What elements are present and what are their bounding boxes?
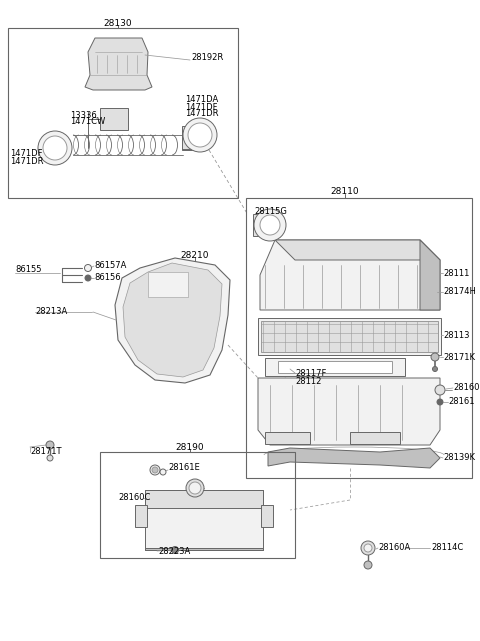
Bar: [278, 361, 392, 373]
Polygon shape: [85, 38, 152, 90]
Circle shape: [432, 367, 437, 372]
Text: 28160A: 28160A: [378, 544, 410, 553]
Circle shape: [260, 215, 280, 235]
Bar: [258, 318, 441, 355]
Text: 28117F: 28117F: [295, 369, 326, 378]
Bar: [182, 126, 197, 150]
Text: 28113: 28113: [443, 331, 469, 340]
Bar: [145, 490, 263, 508]
Bar: [135, 505, 147, 527]
Circle shape: [150, 465, 160, 475]
Polygon shape: [268, 448, 440, 468]
Text: 28210: 28210: [181, 251, 209, 260]
Circle shape: [361, 541, 375, 555]
Text: 28161E: 28161E: [168, 463, 200, 472]
Text: 28192R: 28192R: [191, 53, 223, 63]
Polygon shape: [123, 263, 222, 377]
Bar: [261, 321, 438, 352]
Bar: [100, 108, 128, 130]
Text: 1471DA: 1471DA: [185, 96, 218, 104]
Circle shape: [364, 544, 372, 552]
Circle shape: [152, 467, 158, 473]
Circle shape: [171, 547, 179, 553]
Bar: [265, 432, 310, 444]
Bar: [100, 452, 295, 558]
Text: 28139K: 28139K: [443, 453, 475, 463]
Circle shape: [188, 123, 212, 147]
Text: 28213A: 28213A: [35, 308, 67, 317]
Circle shape: [364, 561, 372, 569]
Text: 28160B: 28160B: [453, 383, 480, 392]
Bar: [145, 548, 263, 550]
Circle shape: [183, 118, 217, 152]
Circle shape: [47, 455, 53, 461]
Bar: [145, 490, 263, 550]
Circle shape: [437, 399, 443, 405]
Circle shape: [186, 479, 204, 497]
Polygon shape: [420, 240, 440, 310]
Polygon shape: [260, 240, 440, 310]
Circle shape: [84, 265, 92, 272]
Text: 28112: 28112: [295, 376, 322, 385]
Text: 1471DF: 1471DF: [10, 149, 43, 158]
Bar: [253, 214, 261, 236]
Text: 28190: 28190: [176, 442, 204, 451]
Text: 86156: 86156: [94, 274, 120, 283]
Circle shape: [43, 136, 67, 160]
Text: 28171T: 28171T: [30, 447, 61, 456]
Text: 1471CW: 1471CW: [70, 117, 105, 126]
Circle shape: [254, 209, 286, 241]
Text: 1471DR: 1471DR: [185, 110, 218, 119]
Text: 28114C: 28114C: [431, 544, 463, 553]
Polygon shape: [258, 378, 440, 445]
Text: 28171K: 28171K: [443, 353, 475, 362]
Circle shape: [160, 469, 166, 475]
Text: 28174H: 28174H: [443, 288, 476, 297]
Polygon shape: [115, 258, 230, 383]
Bar: [8, 28, 238, 198]
Bar: [261, 505, 273, 527]
Text: 28161: 28161: [448, 397, 475, 406]
Bar: [148, 272, 188, 297]
Text: 28115G: 28115G: [254, 208, 287, 217]
Circle shape: [431, 353, 439, 361]
Text: 1471DR: 1471DR: [10, 156, 44, 165]
Circle shape: [46, 441, 54, 449]
Circle shape: [189, 482, 201, 494]
Polygon shape: [275, 240, 440, 260]
Bar: [246, 198, 472, 478]
Text: 86157A: 86157A: [94, 262, 126, 271]
Text: 28130: 28130: [104, 19, 132, 28]
Circle shape: [85, 275, 91, 281]
Text: 28223A: 28223A: [158, 547, 190, 556]
Text: 28111: 28111: [443, 269, 469, 278]
Bar: [265, 358, 405, 376]
Text: 13336: 13336: [70, 110, 97, 119]
Text: 1471DF: 1471DF: [185, 103, 217, 112]
Bar: [350, 432, 400, 444]
Text: 86155: 86155: [15, 265, 41, 274]
Text: 28110: 28110: [331, 188, 360, 197]
Text: 28160C: 28160C: [118, 494, 150, 503]
Circle shape: [38, 131, 72, 165]
Circle shape: [435, 385, 445, 395]
